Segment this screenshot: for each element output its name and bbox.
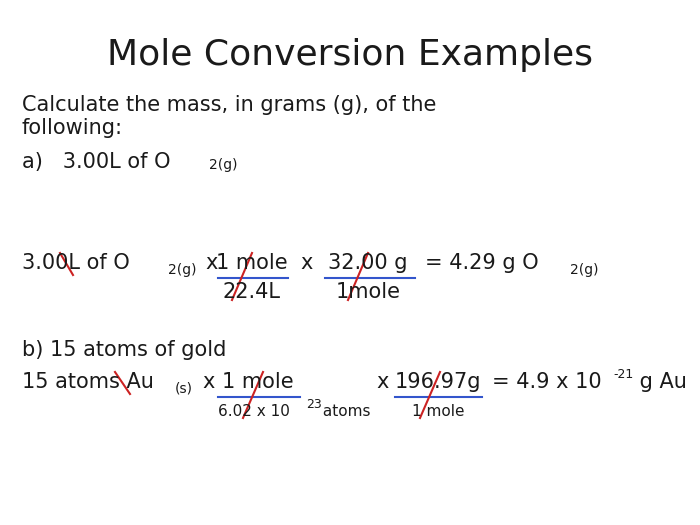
Text: a)   3.00L of O: a) 3.00L of O <box>22 152 171 172</box>
Text: 196.97g: 196.97g <box>395 372 482 392</box>
Text: (s): (s) <box>175 382 193 396</box>
Text: 1 mole: 1 mole <box>216 253 288 273</box>
Text: 3.00L of O: 3.00L of O <box>22 253 130 273</box>
Text: atoms: atoms <box>318 404 370 418</box>
Text: = 4.29 g O: = 4.29 g O <box>425 253 538 273</box>
Text: 32.00 g: 32.00 g <box>328 253 407 273</box>
Text: Calculate the mass, in grams (g), of the: Calculate the mass, in grams (g), of the <box>22 95 436 115</box>
Text: -21: -21 <box>613 368 634 381</box>
Text: 22.4L: 22.4L <box>223 282 281 302</box>
Text: x: x <box>202 372 214 392</box>
Text: g Au: g Au <box>633 372 687 392</box>
Text: = 4.9 x 10: = 4.9 x 10 <box>492 372 601 392</box>
Text: 2(g): 2(g) <box>168 263 197 277</box>
Text: x: x <box>376 372 389 392</box>
Text: Mole Conversion Examples: Mole Conversion Examples <box>107 38 593 72</box>
Text: following:: following: <box>22 118 123 138</box>
Text: 1mole: 1mole <box>335 282 400 302</box>
Text: 1 mole: 1 mole <box>222 372 294 392</box>
Text: 6.02 x 10: 6.02 x 10 <box>218 404 290 418</box>
Text: x: x <box>300 253 312 273</box>
Text: b) 15 atoms of gold: b) 15 atoms of gold <box>22 340 226 360</box>
Text: 2(g): 2(g) <box>570 263 598 277</box>
Text: 23: 23 <box>306 398 322 412</box>
Text: 2(g): 2(g) <box>209 158 237 172</box>
Text: 15 atoms Au: 15 atoms Au <box>22 372 154 392</box>
Text: 1 mole: 1 mole <box>412 404 464 418</box>
Text: x: x <box>205 253 218 273</box>
